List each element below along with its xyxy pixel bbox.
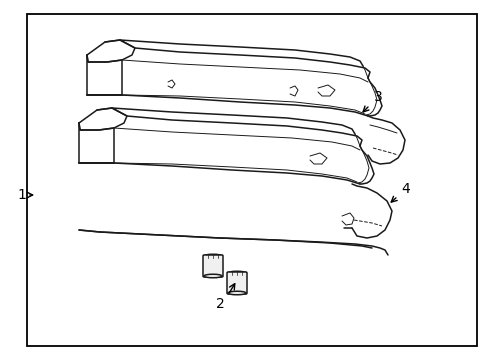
Ellipse shape: [203, 274, 222, 278]
Ellipse shape: [227, 291, 245, 295]
FancyBboxPatch shape: [226, 272, 246, 294]
Text: 4: 4: [401, 182, 409, 196]
Text: 1: 1: [18, 188, 26, 202]
Ellipse shape: [203, 254, 222, 258]
FancyBboxPatch shape: [203, 255, 223, 277]
Text: 2: 2: [215, 297, 224, 311]
Text: 3: 3: [373, 90, 382, 104]
Ellipse shape: [227, 271, 245, 275]
